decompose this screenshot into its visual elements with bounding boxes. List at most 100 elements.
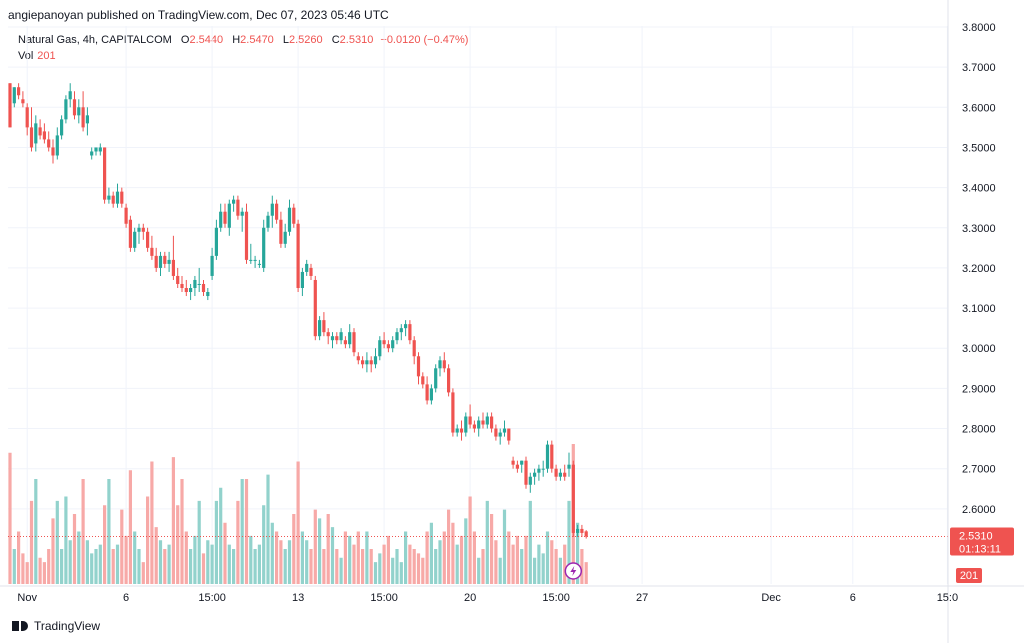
candle-body — [120, 191, 124, 204]
volume-bar — [279, 540, 283, 584]
candle-body — [584, 531, 588, 537]
candle-body — [107, 195, 111, 200]
y-tick-label: 3.6000 — [962, 102, 996, 114]
candle-body — [580, 528, 584, 533]
candle-body — [524, 460, 528, 485]
volume-bar — [29, 500, 34, 584]
candle-body — [416, 356, 421, 377]
x-tick-label: 6 — [850, 592, 856, 604]
volume-bar — [180, 479, 184, 584]
volume-bar — [343, 531, 347, 584]
volume-bar — [391, 557, 395, 584]
candle-body — [352, 332, 356, 353]
volume-bar — [115, 544, 120, 584]
volume-bar — [25, 562, 29, 584]
open-value: 2.5440 — [189, 34, 224, 46]
candle-body — [567, 464, 571, 469]
volume-bar — [485, 500, 489, 584]
volume-bar — [77, 531, 81, 584]
candle-body — [111, 195, 115, 204]
candle-body — [395, 332, 399, 341]
candle-body — [365, 360, 369, 365]
candle-body — [270, 203, 274, 216]
candle-body — [326, 332, 330, 337]
candle-body — [300, 271, 304, 288]
price-axis[interactable]: 3.8000 3.7000 3.6000 3.5000 3.4000 3.3000 3.20… — [947, 0, 996, 643]
volume-bar — [103, 505, 107, 584]
candle-body — [279, 219, 283, 244]
volume-bar — [154, 527, 158, 584]
y-tick-label: 3.7000 — [962, 62, 996, 74]
candle-body — [266, 215, 270, 228]
tradingview-logo-icon — [12, 621, 28, 631]
candle-body — [167, 259, 171, 264]
candle-body — [399, 328, 403, 333]
candle-body — [176, 275, 180, 284]
time-axis[interactable]: Nov 6 15:00 13 15:00 20 15:00 27 Dec 6 15:0 — [0, 585, 1024, 604]
candle-body — [219, 211, 223, 228]
volume-bar — [459, 535, 464, 584]
volume-bar — [386, 535, 390, 584]
y-tick-label: 3.8000 — [962, 22, 996, 34]
volume-bar — [365, 531, 369, 584]
volume-bar — [55, 500, 59, 584]
volume-bar — [472, 531, 476, 584]
volume-bar — [253, 549, 257, 584]
candle-body — [51, 147, 55, 156]
candle-body — [85, 115, 89, 124]
candle-body — [214, 227, 218, 256]
candle-body — [541, 468, 545, 470]
volume-bar — [133, 531, 137, 584]
candle-body — [421, 376, 425, 385]
volume-bar — [68, 540, 72, 584]
volume-bar — [64, 496, 68, 584]
volume-bar — [369, 549, 373, 584]
x-tick-label: 15:00 — [198, 592, 226, 604]
volume-bar — [434, 549, 438, 584]
candle-body — [8, 83, 12, 128]
volume-bar — [81, 479, 85, 584]
candle-body — [576, 528, 580, 533]
candle-body — [545, 444, 550, 469]
volume-bar — [451, 522, 455, 584]
candle-body — [485, 416, 489, 425]
volume-bar — [378, 553, 382, 584]
candle-body — [464, 416, 468, 433]
volume-bar — [490, 514, 494, 584]
candle-body — [193, 279, 197, 288]
candle-body — [128, 219, 132, 248]
candle-body — [42, 131, 46, 140]
volume-bar — [193, 535, 197, 584]
candle-body — [369, 360, 373, 365]
candle-body — [21, 99, 25, 104]
volume-bar — [567, 500, 571, 584]
candle-body — [47, 139, 51, 148]
candle-body — [533, 472, 537, 477]
candle-body — [64, 99, 68, 120]
candle-body — [90, 151, 94, 156]
candle-body — [382, 340, 386, 345]
candle-body — [244, 211, 249, 260]
candle-body — [356, 356, 360, 361]
candle-body — [206, 292, 210, 297]
volume-bar — [348, 535, 352, 584]
volume-bar — [236, 500, 240, 584]
close-value: 2.5310 — [339, 34, 374, 46]
volume-label: Vol — [18, 50, 34, 62]
candle-body — [339, 332, 343, 341]
volume-bar — [189, 549, 193, 584]
candle-body — [309, 267, 313, 276]
last-price-badge-countdown: 01:13:11 — [959, 544, 1001, 556]
lightning-icon — [564, 562, 583, 580]
y-tick-label: 3.1000 — [962, 303, 996, 315]
volume-bar — [184, 531, 188, 584]
candle-body — [520, 460, 524, 465]
volume-bar — [468, 496, 472, 584]
candle-body — [158, 255, 163, 268]
volume-bars — [8, 444, 588, 584]
candle-body — [171, 259, 175, 276]
volume-bar — [524, 535, 528, 584]
high-value: 2.5470 — [240, 34, 274, 46]
x-tick-label: Nov — [17, 592, 37, 604]
